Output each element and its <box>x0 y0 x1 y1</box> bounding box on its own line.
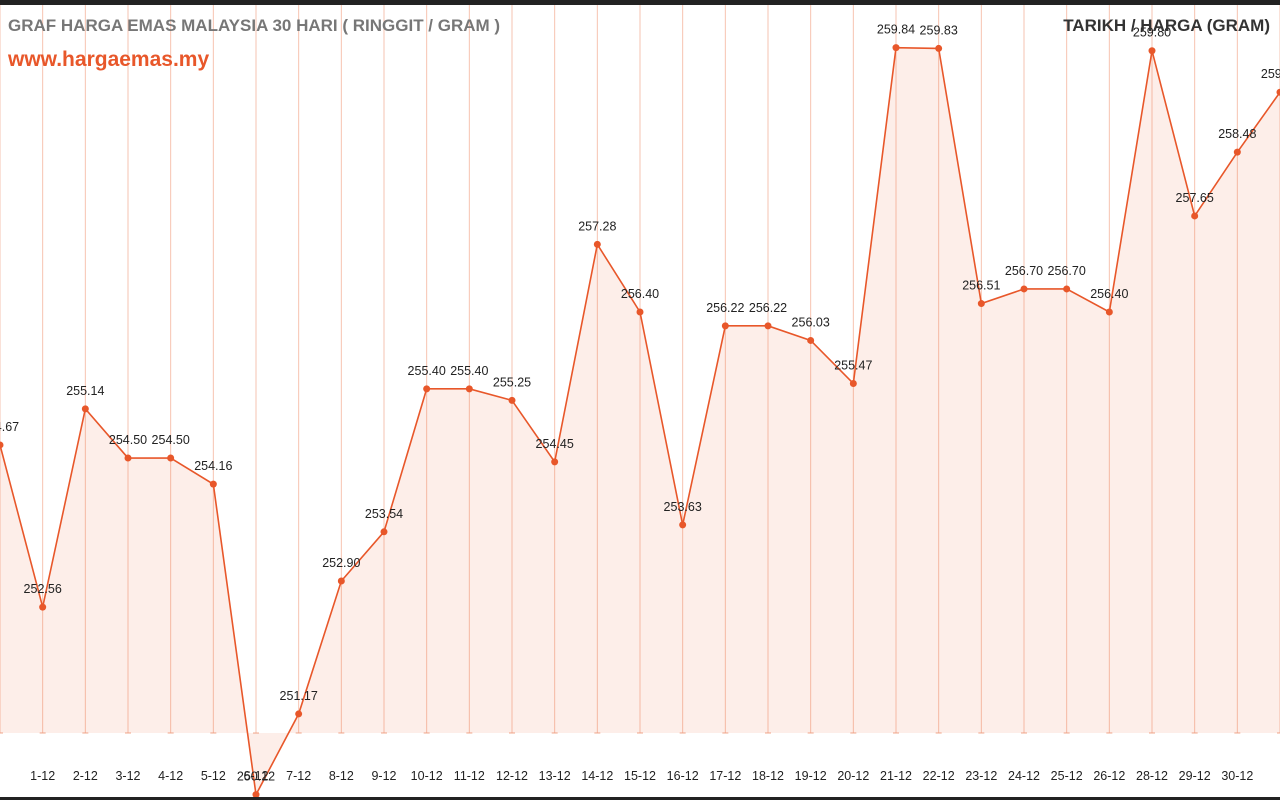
data-label: 254.16 <box>194 459 232 473</box>
data-point <box>593 240 601 248</box>
x-tick-label: 1-12 <box>30 769 55 783</box>
data-point <box>1191 212 1199 220</box>
data-point <box>465 385 473 393</box>
data-point <box>935 44 943 52</box>
x-tick-label: 10-12 <box>411 769 443 783</box>
x-tick-label: 2-12 <box>73 769 98 783</box>
data-label: 258.48 <box>1218 127 1256 141</box>
data-point <box>209 480 217 488</box>
x-tick-label: 12-12 <box>496 769 528 783</box>
x-tick-label: 20-12 <box>837 769 869 783</box>
x-tick-label: 24-12 <box>1008 769 1040 783</box>
data-point <box>1105 308 1113 316</box>
data-point <box>0 441 4 449</box>
data-point <box>679 521 687 529</box>
x-tick-label: 25-12 <box>1051 769 1083 783</box>
data-point <box>849 379 857 387</box>
x-tick-label: 4-12 <box>158 769 183 783</box>
data-label: 254.67 <box>0 420 19 434</box>
data-label: 255.40 <box>450 364 488 378</box>
legend-entry: TARIKH / HARGA (GRAM) <box>1063 16 1270 35</box>
data-label: 259.26 <box>1261 67 1280 81</box>
data-label: 259.83 <box>920 23 958 37</box>
x-tick-label: 21-12 <box>880 769 912 783</box>
data-point <box>337 577 345 585</box>
data-point <box>167 454 175 462</box>
x-tick-label: 17-12 <box>709 769 741 783</box>
data-label: 257.65 <box>1176 191 1214 205</box>
data-label: 259.84 <box>877 23 915 37</box>
x-tick-label: 22-12 <box>923 769 955 783</box>
chart-subtitle: www.hargaemas.my <box>7 48 209 71</box>
x-tick-label: 8-12 <box>329 769 354 783</box>
data-point <box>551 458 559 466</box>
x-tick-label: 23-12 <box>965 769 997 783</box>
x-tick-label: 7-12 <box>286 769 311 783</box>
data-label: 250.12 <box>237 770 275 784</box>
data-point <box>124 454 132 462</box>
data-label: 256.51 <box>962 279 1000 293</box>
data-label: 255.47 <box>834 358 872 372</box>
data-label: 255.25 <box>493 375 531 389</box>
data-point <box>764 322 772 330</box>
data-label: 254.45 <box>536 437 574 451</box>
data-point <box>295 710 303 718</box>
data-label: 256.03 <box>792 315 830 329</box>
data-point <box>807 336 815 344</box>
data-label: 254.50 <box>109 433 147 447</box>
data-label: 256.22 <box>706 301 744 315</box>
x-tick-label: 9-12 <box>371 769 396 783</box>
x-tick-label: 29-12 <box>1179 769 1211 783</box>
bottom-edge <box>0 797 1280 800</box>
x-tick-label: 26-12 <box>1093 769 1125 783</box>
data-point <box>1148 47 1156 55</box>
x-tick-label: 13-12 <box>539 769 571 783</box>
data-point <box>721 322 729 330</box>
data-label: 252.90 <box>322 556 360 570</box>
data-point <box>39 603 47 611</box>
x-tick-label: 11-12 <box>454 769 485 783</box>
data-label: 256.22 <box>749 301 787 315</box>
x-tick-label: 28-12 <box>1136 769 1168 783</box>
x-tick-label: 18-12 <box>752 769 784 783</box>
x-tick-label: 30-12 <box>1221 769 1253 783</box>
data-point <box>977 300 985 308</box>
data-label: 256.40 <box>1090 287 1128 301</box>
x-tick-label: 3-12 <box>115 769 140 783</box>
data-point <box>636 308 644 316</box>
data-point <box>508 396 516 404</box>
x-tick-label: 14-12 <box>581 769 613 783</box>
data-label: 251.17 <box>280 689 318 703</box>
x-tick-label: 15-12 <box>624 769 656 783</box>
data-point <box>81 405 89 413</box>
top-edge <box>0 0 1280 5</box>
x-tick-label: 19-12 <box>795 769 827 783</box>
data-label: 256.40 <box>621 287 659 301</box>
data-label: 257.28 <box>578 219 616 233</box>
data-point <box>380 528 388 536</box>
data-label: 255.40 <box>408 364 446 378</box>
data-point <box>1063 285 1071 293</box>
area <box>0 47 1280 795</box>
data-point <box>1020 285 1028 293</box>
data-point <box>892 44 900 52</box>
data-label: 256.70 <box>1005 264 1043 278</box>
data-point <box>423 385 431 393</box>
data-label: 255.14 <box>66 384 104 398</box>
chart-title: GRAF HARGA EMAS MALAYSIA 30 HARI ( RINGG… <box>8 16 500 35</box>
data-point <box>1233 148 1241 156</box>
x-tick-label: 5-12 <box>201 769 226 783</box>
data-point <box>252 791 260 799</box>
data-label: 253.54 <box>365 507 403 521</box>
data-point <box>1276 88 1280 96</box>
data-label: 259.80 <box>1133 26 1171 40</box>
x-tick-label: 16-12 <box>667 769 699 783</box>
data-label: 256.70 <box>1048 264 1086 278</box>
data-label: 252.56 <box>24 582 62 596</box>
data-label: 253.63 <box>664 500 702 514</box>
x-tick-label: 6-12 <box>243 769 268 783</box>
data-label: 254.50 <box>152 433 190 447</box>
